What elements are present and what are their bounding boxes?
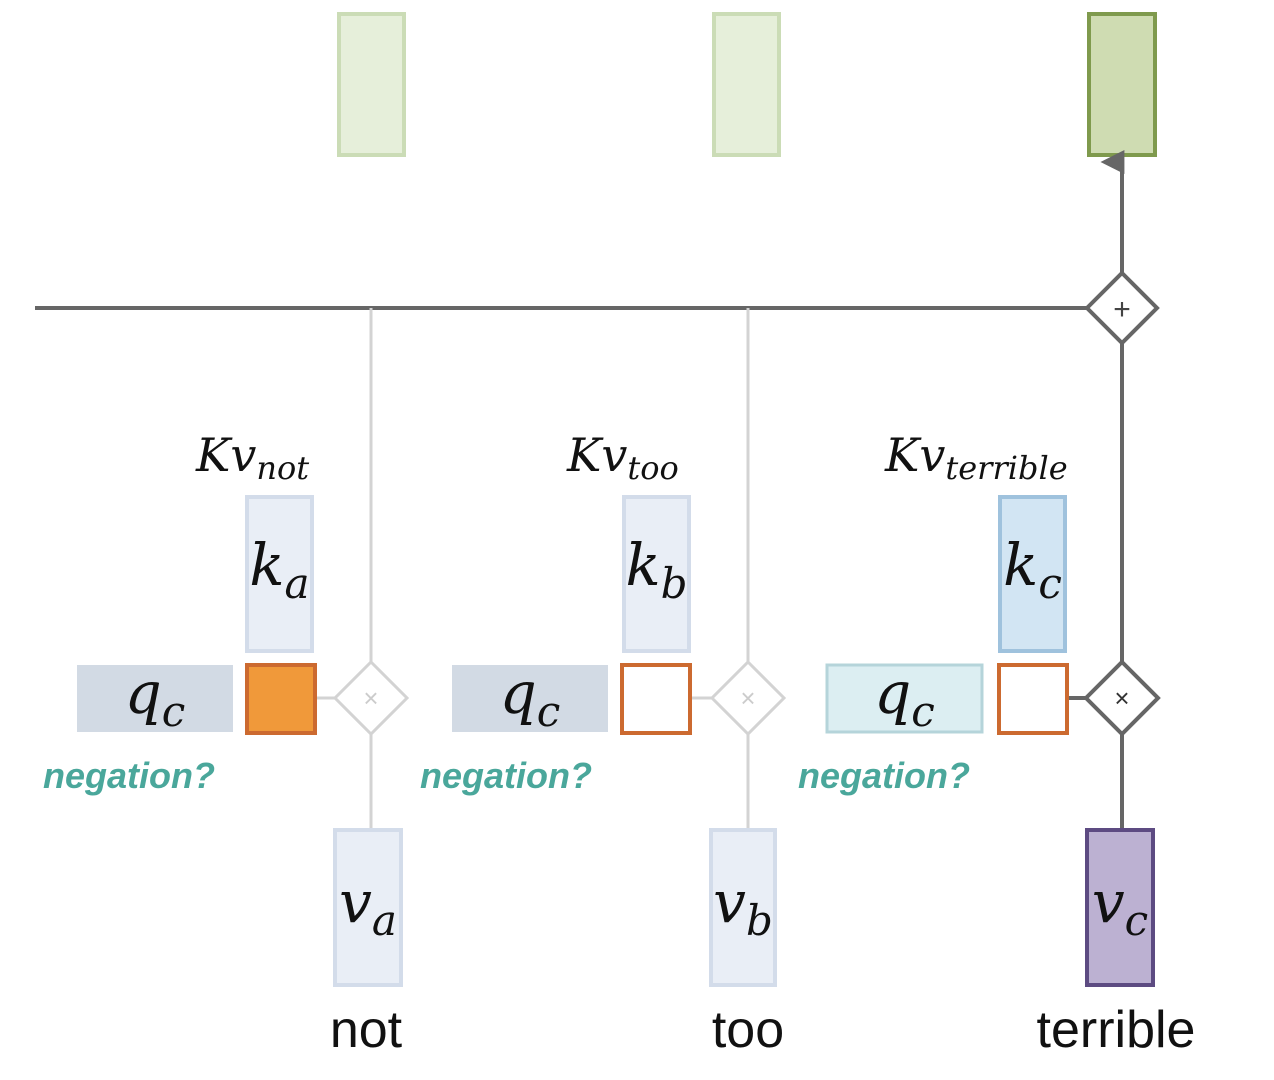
sum-node: + <box>1084 270 1160 346</box>
output-vector-too <box>712 12 781 157</box>
key-label-terrible-subscript: c <box>1038 559 1062 608</box>
query-label-too-subscript: c <box>537 687 561 736</box>
query-box-not <box>77 665 233 732</box>
token-label-not: not <box>330 1001 403 1059</box>
multiply-symbol-terrible: × <box>1114 683 1129 713</box>
query-label-not-base: q <box>125 659 162 727</box>
kv-label-subscript: too <box>627 449 678 487</box>
query-label-not-subscript: c <box>162 687 186 736</box>
query-label-terrible: qc <box>874 659 935 736</box>
key-box-not <box>245 495 314 653</box>
kv-label-base: Kv <box>566 428 627 482</box>
multiply-symbol-not: × <box>363 683 378 713</box>
key-label-terrible: kc <box>1003 531 1062 608</box>
value-box-not <box>333 828 403 987</box>
kv-label-subscript: terrible <box>945 449 1067 487</box>
attention-score-box-too <box>620 663 692 735</box>
query-label-too: qc <box>500 659 561 736</box>
hint-text-too: negation? <box>420 755 592 796</box>
token-label-too: too <box>712 1001 784 1059</box>
multiply-node-not <box>332 659 410 737</box>
token-label-terrible: terrible <box>1037 1001 1196 1059</box>
key-box-terrible <box>998 495 1067 653</box>
key-label-too-subscript: b <box>661 559 688 608</box>
attention-score-box-terrible <box>997 663 1069 735</box>
query-box-too <box>452 665 608 732</box>
key-label-terrible-base: k <box>1003 531 1038 599</box>
kv-label-too: Kvtoo <box>566 428 679 487</box>
query-label-not: qc <box>125 659 186 736</box>
key-label-too-base: k <box>625 531 660 599</box>
kv-label-base: Kv <box>884 428 945 482</box>
query-label-terrible-subscript: c <box>911 687 935 736</box>
query-box-terrible <box>825 663 984 734</box>
value-label-terrible-subscript: c <box>1125 896 1149 945</box>
key-box-too <box>622 495 691 653</box>
value-label-too-subscript: b <box>746 896 773 945</box>
query-label-too-base: q <box>500 659 537 727</box>
hint-text-terrible: negation? <box>798 755 970 796</box>
key-label-not-subscript: a <box>285 559 310 608</box>
multiply-node-terrible <box>1083 659 1161 737</box>
sum-symbol: + <box>1113 293 1131 326</box>
output-vector-not <box>337 12 406 157</box>
attention-score-box-not <box>245 663 317 735</box>
value-label-not: va <box>339 868 397 945</box>
query-label-terrible-base: q <box>874 659 911 727</box>
kv-label-base: Kv <box>195 428 256 482</box>
value-label-terrible-base: v <box>1092 868 1125 936</box>
hint-text-not: negation? <box>43 755 215 796</box>
value-label-not-base: v <box>339 868 372 936</box>
kv-label-not: Kvnot <box>195 428 309 487</box>
key-label-not: ka <box>249 531 309 608</box>
value-label-not-subscript: a <box>372 896 397 945</box>
value-box-terrible <box>1085 828 1155 987</box>
kv-label-terrible: Kvterrible <box>884 428 1068 487</box>
output-vector-terrible <box>1087 12 1157 157</box>
value-box-too <box>709 828 777 987</box>
value-label-too: vb <box>713 868 773 945</box>
value-label-too-base: v <box>713 868 746 936</box>
multiply-node-too <box>709 659 787 737</box>
value-label-terrible: vc <box>1092 868 1148 945</box>
kv-label-subscript: not <box>256 449 309 487</box>
key-label-too: kb <box>625 531 687 608</box>
multiply-symbol-too: × <box>740 683 755 713</box>
key-label-not-base: k <box>249 531 284 599</box>
